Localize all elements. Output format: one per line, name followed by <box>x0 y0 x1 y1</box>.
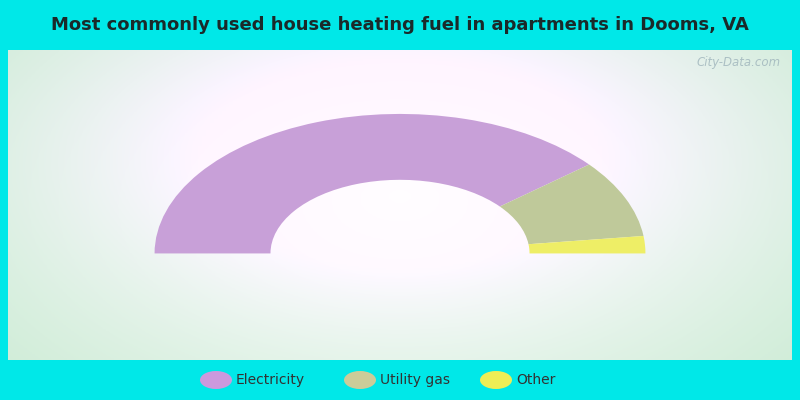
Wedge shape <box>154 114 589 254</box>
Wedge shape <box>500 164 643 244</box>
Text: Electricity: Electricity <box>236 373 305 387</box>
Ellipse shape <box>344 371 376 389</box>
Ellipse shape <box>480 371 512 389</box>
Wedge shape <box>529 236 646 254</box>
Text: City-Data.com: City-Data.com <box>696 56 780 69</box>
Ellipse shape <box>200 371 232 389</box>
Text: Utility gas: Utility gas <box>380 373 450 387</box>
Text: Other: Other <box>516 373 555 387</box>
Text: Most commonly used house heating fuel in apartments in Dooms, VA: Most commonly used house heating fuel in… <box>51 16 749 34</box>
